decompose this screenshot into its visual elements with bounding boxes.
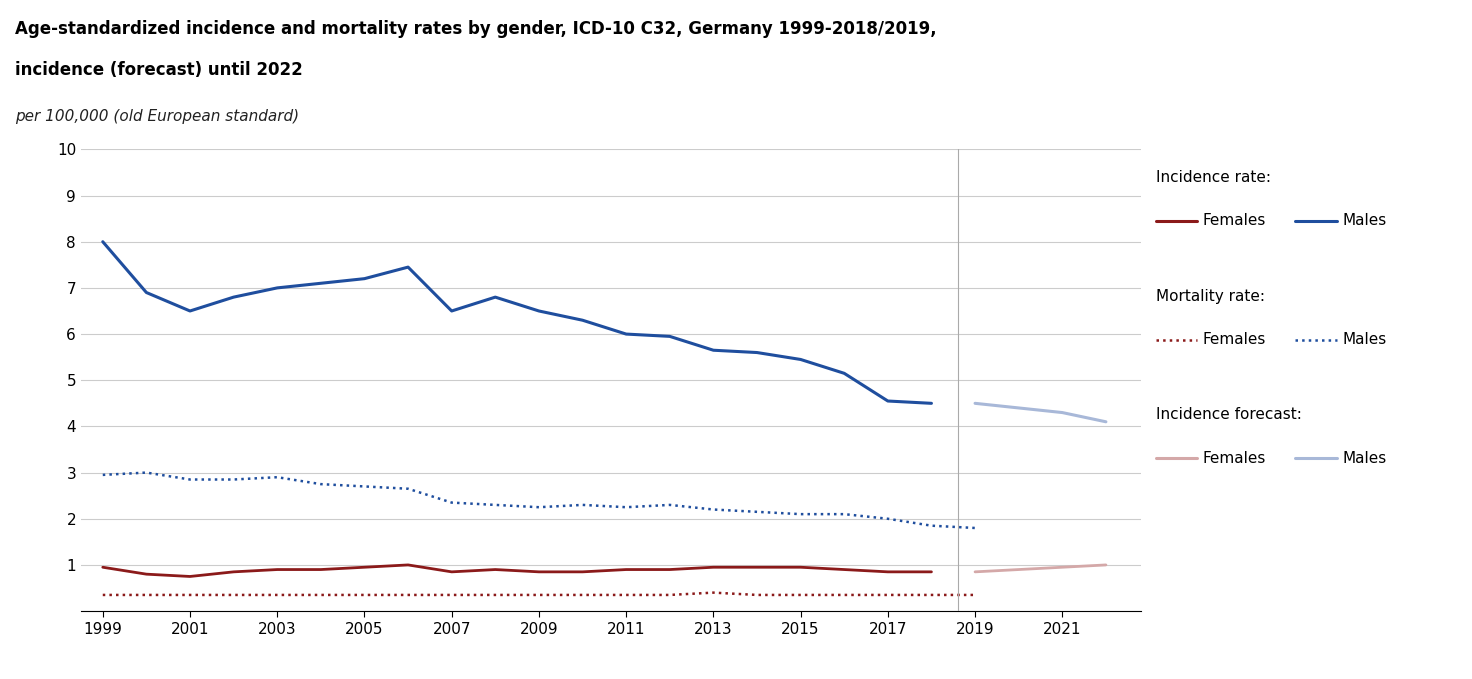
Text: Females: Females	[1203, 332, 1266, 347]
Text: Incidence forecast:: Incidence forecast:	[1156, 407, 1301, 422]
Text: Males: Males	[1342, 451, 1387, 466]
Text: Incidence rate:: Incidence rate:	[1156, 170, 1270, 185]
Text: per 100,000 (old European standard): per 100,000 (old European standard)	[15, 109, 299, 124]
Text: incidence (forecast) until 2022: incidence (forecast) until 2022	[15, 61, 302, 79]
Text: Females: Females	[1203, 451, 1266, 466]
Text: Males: Males	[1342, 213, 1387, 228]
Text: Females: Females	[1203, 213, 1266, 228]
Text: Males: Males	[1342, 332, 1387, 347]
Text: Mortality rate:: Mortality rate:	[1156, 289, 1264, 304]
Text: Age-standardized incidence and mortality rates by gender, ICD-10 C32, Germany 19: Age-standardized incidence and mortality…	[15, 20, 936, 39]
